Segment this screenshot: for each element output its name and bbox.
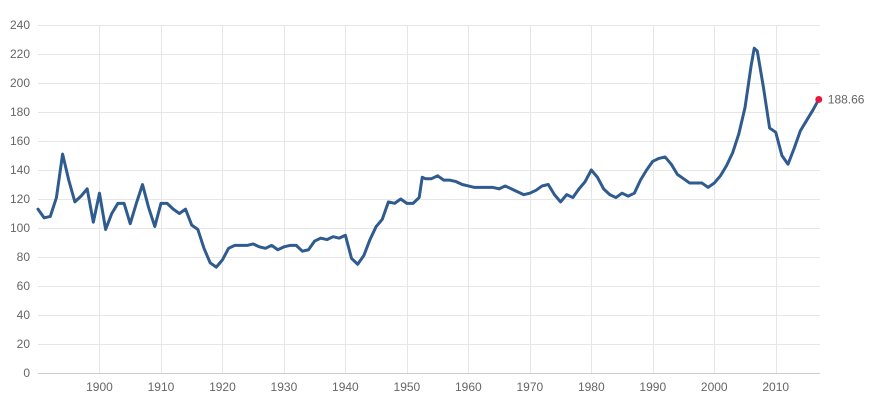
y-tick-label: 40 bbox=[17, 308, 31, 322]
x-tick-label: 1950 bbox=[394, 380, 421, 394]
y-tick-label: 120 bbox=[10, 192, 30, 206]
y-tick-label: 240 bbox=[10, 18, 30, 32]
x-tick-label: 1920 bbox=[209, 380, 236, 394]
x-tick-label: 1970 bbox=[516, 380, 543, 394]
y-tick-labels: 0 20 40 60 80 100 120 140 160 180 200 220 240 bbox=[10, 18, 30, 380]
y-tick-label: 0 bbox=[23, 366, 30, 380]
x-tick-labels: 1900 1910 1920 1930 1940 1950 1960 1970 1980 1990… bbox=[86, 380, 789, 394]
series-line bbox=[36, 46, 821, 269]
y-gridlines bbox=[38, 25, 820, 345]
x-tick-label: 1940 bbox=[332, 380, 359, 394]
y-tick-label: 160 bbox=[10, 134, 30, 148]
last-value-point bbox=[815, 95, 823, 103]
series-group bbox=[36, 46, 821, 269]
x-tick-label: 2010 bbox=[762, 380, 789, 394]
y-tick-label: 100 bbox=[10, 221, 30, 235]
y-tick-label: 140 bbox=[10, 163, 30, 177]
last-value-marker: 188.66 bbox=[815, 92, 865, 106]
y-tick-label: 80 bbox=[17, 250, 31, 264]
y-tick-label: 180 bbox=[10, 105, 30, 119]
y-tick-label: 60 bbox=[17, 279, 31, 293]
x-tick-label: 1960 bbox=[455, 380, 482, 394]
x-tick-label: 2000 bbox=[701, 380, 728, 394]
x-tick-label: 1900 bbox=[86, 380, 113, 394]
y-tick-label: 220 bbox=[10, 47, 30, 61]
x-tick-label: 1930 bbox=[271, 380, 298, 394]
last-value-label: 188.66 bbox=[828, 92, 865, 106]
x-tick-label: 1980 bbox=[578, 380, 605, 394]
y-tick-label: 20 bbox=[17, 337, 31, 351]
y-tick-label: 200 bbox=[10, 76, 30, 90]
x-tick-label: 1910 bbox=[148, 380, 175, 394]
x-tick-label: 1990 bbox=[639, 380, 666, 394]
